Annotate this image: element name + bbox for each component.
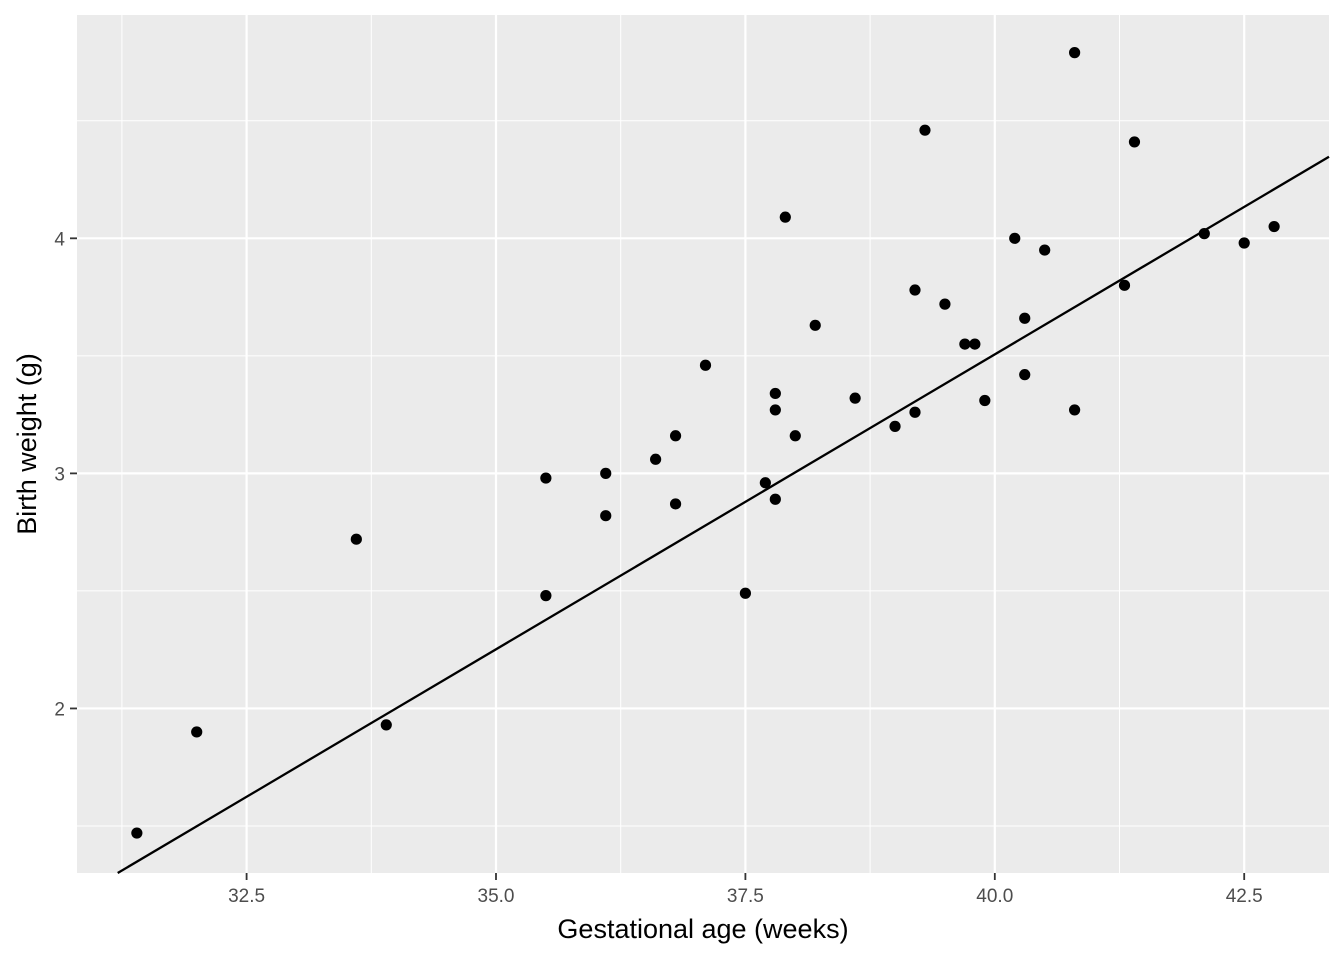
- data-point-6: [600, 467, 612, 479]
- data-point-20: [849, 392, 861, 404]
- x-tick-label-2: 37.5: [727, 886, 764, 907]
- data-point-22: [909, 284, 921, 296]
- data-point-28: [979, 394, 991, 407]
- data-point-14: [769, 387, 781, 400]
- data-point-26: [959, 338, 971, 350]
- y-tick-label-1: 3: [54, 464, 65, 485]
- data-point-27: [969, 338, 981, 350]
- data-point-39: [1268, 220, 1280, 233]
- data-point-12: [739, 587, 751, 599]
- data-point-5: [540, 590, 552, 602]
- data-point-3: [380, 719, 392, 731]
- x-axis-title: Gestational age (weeks): [557, 914, 848, 944]
- fit-line: [117, 155, 1330, 874]
- data-point-10: [669, 498, 682, 510]
- data-point-30: [1019, 312, 1031, 324]
- grid-major: [77, 15, 1329, 873]
- data-point-4: [540, 472, 552, 484]
- x-tick-labels: 32.5 35.0 37.5 40.0 42.5: [228, 886, 1263, 907]
- axis-ticks: [70, 237, 1246, 880]
- fit-line-group: [117, 155, 1330, 874]
- y-tick-label-0: 2: [54, 699, 65, 720]
- data-point-19: [809, 319, 821, 331]
- data-point-31: [1019, 369, 1031, 381]
- data-point-38: [1238, 237, 1250, 249]
- y-axis-title: Birth weight (g): [12, 353, 42, 535]
- plot-panel: [77, 15, 1329, 873]
- x-tick-label-3: 40.0: [976, 886, 1013, 907]
- grid-minor: [77, 15, 1329, 873]
- data-point-24: [919, 124, 931, 136]
- data-point-34: [1069, 404, 1081, 416]
- data-point-11: [699, 359, 712, 371]
- data-point-13: [759, 477, 771, 489]
- data-point-0: [131, 827, 143, 839]
- x-tick-label-1: 35.0: [478, 886, 515, 907]
- data-point-18: [789, 430, 801, 442]
- data-point-9: [669, 430, 682, 442]
- data-point-33: [1069, 47, 1081, 59]
- data-point-16: [769, 493, 781, 505]
- data-point-23: [909, 406, 921, 418]
- data-point-36: [1128, 136, 1141, 148]
- data-point-32: [1039, 244, 1051, 256]
- x-tick-label-0: 32.5: [228, 886, 265, 907]
- x-tick-label-4: 42.5: [1226, 886, 1263, 907]
- points-group: [131, 47, 1280, 839]
- data-point-8: [650, 453, 662, 465]
- data-point-37: [1198, 228, 1210, 240]
- data-point-1: [191, 726, 203, 738]
- data-point-7: [600, 510, 612, 522]
- data-point-2: [350, 533, 362, 545]
- data-point-21: [889, 420, 901, 432]
- data-point-15: [769, 404, 781, 416]
- y-tick-label-2: 4: [54, 229, 65, 250]
- y-tick-labels: 2 3 4: [54, 229, 65, 720]
- data-point-29: [1009, 232, 1021, 244]
- data-point-25: [939, 298, 951, 310]
- data-point-35: [1118, 279, 1131, 291]
- data-point-17: [779, 211, 791, 223]
